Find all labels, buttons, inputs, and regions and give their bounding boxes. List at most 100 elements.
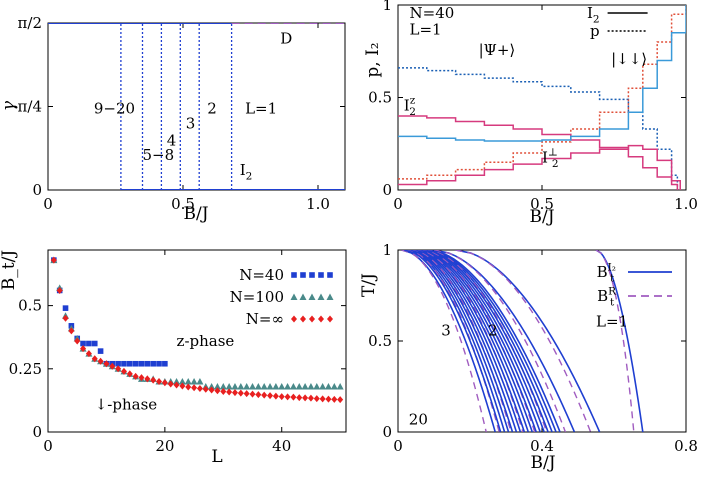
legend-marker <box>327 272 333 278</box>
x-tick-label: 40 <box>272 437 291 455</box>
annotation-3: |↓↓⟩ <box>611 50 647 68</box>
x-tick-label: 0 <box>393 195 403 213</box>
data-point <box>80 340 86 347</box>
boundary-curve <box>417 250 534 432</box>
data-point <box>295 383 303 390</box>
data-point <box>184 377 192 385</box>
legend-marker <box>317 293 325 300</box>
legend-label-1: p <box>590 22 600 40</box>
annotation-4: 2 <box>207 99 217 117</box>
data-point <box>337 396 344 404</box>
annotation-7: I2 <box>240 161 253 183</box>
data-point <box>109 362 116 370</box>
data-point <box>167 380 174 388</box>
legend-marker <box>318 272 324 278</box>
boundary-curve-r <box>433 250 567 432</box>
data-point <box>267 392 274 400</box>
data-point <box>144 375 151 383</box>
data-point <box>324 383 332 390</box>
x-tick-label: 1.0 <box>674 195 698 213</box>
data-point <box>336 383 344 390</box>
data-point <box>231 383 239 390</box>
boundary-curve <box>428 250 561 432</box>
series-line-3 <box>398 5 686 142</box>
data-point <box>289 383 297 390</box>
annotation-0: L=1 <box>596 312 628 330</box>
data-point <box>278 383 286 390</box>
data-point <box>56 286 63 294</box>
annotation-2: 4 <box>167 131 177 149</box>
x-tick-label: 0.8 <box>674 437 698 455</box>
data-point <box>226 388 233 396</box>
x-tick-label: 0.5 <box>171 195 195 213</box>
legend-label-0: I2 <box>587 4 600 26</box>
data-point <box>179 382 186 390</box>
boundary-curve <box>418 250 537 432</box>
y-tick-label: 0 <box>382 181 392 199</box>
legend-marker <box>326 293 334 300</box>
annotation-2: |Ψ+⟩ <box>479 41 516 59</box>
legend-label-2: N=∞ <box>246 310 284 328</box>
data-point <box>97 357 104 365</box>
data-point <box>156 360 162 367</box>
data-point <box>121 360 127 367</box>
y-tick-label: 0.5 <box>368 332 392 350</box>
data-point <box>237 389 244 397</box>
data-point <box>68 327 75 335</box>
data-point <box>138 374 145 382</box>
data-point <box>50 256 57 264</box>
annotation-5: I⊥ 2 <box>542 147 559 170</box>
boundary-curve-r <box>401 250 487 432</box>
boundary-curve <box>407 250 510 432</box>
annotation-2: 3 <box>441 322 451 340</box>
data-point <box>185 383 192 391</box>
data-point <box>313 383 321 390</box>
data-point <box>202 385 209 393</box>
data-point <box>173 381 180 389</box>
data-point <box>284 383 292 390</box>
data-point <box>132 372 139 380</box>
data-point <box>301 383 309 390</box>
boundary-curve <box>404 250 502 432</box>
y-tick-label: 0 <box>32 181 42 199</box>
data-point <box>74 337 81 345</box>
boundary-curve <box>426 250 557 432</box>
data-point <box>150 360 156 367</box>
data-point <box>296 394 303 402</box>
data-point <box>126 370 133 378</box>
data-point <box>302 394 309 402</box>
data-point <box>138 360 145 367</box>
data-point <box>307 383 315 390</box>
data-point <box>307 394 314 402</box>
annotation-3: 20 <box>409 411 428 429</box>
chart-bottom-left: 0 20 40 0 0.25 0.5 L B_t/J N=40 N=100 N=∞ z-phase ↓-… <box>0 249 347 467</box>
boundary-curve-r <box>455 250 592 432</box>
plot-frame <box>47 249 347 433</box>
annotation-3: 3 <box>186 114 196 132</box>
data-point <box>325 395 332 403</box>
boundary-curve <box>420 250 541 432</box>
data-point <box>191 384 198 392</box>
data-point <box>249 383 257 390</box>
data-point <box>213 383 221 390</box>
annotation-1: 2 <box>488 322 498 340</box>
data-point <box>266 383 274 390</box>
data-point <box>91 355 98 363</box>
data-point <box>272 383 280 390</box>
annotation-5: L=1 <box>245 99 277 117</box>
data-point <box>260 383 268 390</box>
data-point <box>231 389 238 397</box>
boundary-curve <box>410 250 518 432</box>
boundary-curve <box>423 250 549 432</box>
x-tick-label: 0 <box>43 437 53 455</box>
legend-marker <box>300 315 306 323</box>
y-tick-label: 0.25 <box>9 360 42 378</box>
y-tick-label: 0 <box>382 423 392 441</box>
data-point <box>331 395 338 403</box>
data-point <box>120 367 127 375</box>
y-axis-label: γ <box>0 100 19 111</box>
y-tick-label: 0.5 <box>368 89 392 107</box>
data-point <box>220 388 227 396</box>
